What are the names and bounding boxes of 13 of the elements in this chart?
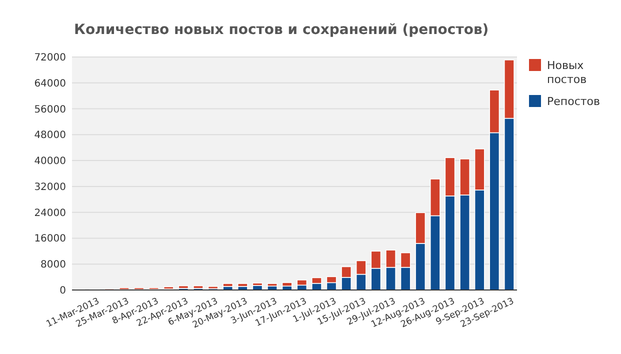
y-tick-label: 72000 — [34, 52, 66, 64]
y-tick-label: 0 — [60, 286, 66, 296]
y-tick-label: 16000 — [34, 234, 66, 245]
y-tick-label: 8000 — [40, 260, 66, 271]
y-tick-label: 24000 — [34, 208, 66, 219]
legend-label: Новых постов — [547, 59, 587, 86]
y-tick-label: 40000 — [34, 156, 66, 168]
y-tick-label: 32000 — [34, 182, 66, 193]
y-tick-label: 56000 — [34, 104, 66, 116]
y-tick-label: 48000 — [34, 130, 66, 142]
chart-title: Количество новых постов и сохранений (репостов) — [74, 22, 489, 38]
y-tick-label: 64000 — [34, 78, 66, 90]
legend-label: Репостов — [547, 95, 600, 108]
